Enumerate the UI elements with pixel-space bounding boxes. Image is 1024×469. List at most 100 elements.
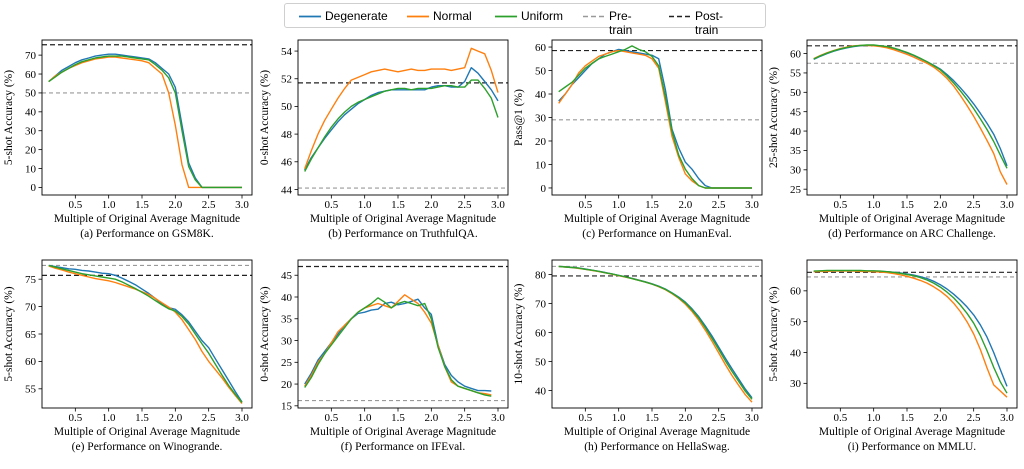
x-tick-label: 1.5 (391, 412, 405, 424)
x-tick-label: 3.0 (491, 199, 505, 211)
series-line-uniform (304, 297, 492, 397)
x-tick-label: 1.0 (102, 412, 116, 424)
x-tick-label: 0.5 (324, 199, 338, 211)
x-tick-label: 3.0 (235, 412, 249, 424)
y-tick-label: 40 (535, 385, 547, 397)
y-tick-label: 45 (281, 270, 293, 282)
x-axis-label: Multiple of Original Average Magnitude (819, 426, 1005, 438)
legend-label-pretrain: Pre-train (609, 9, 633, 37)
legend-label-degenerate: Degenerate (325, 9, 388, 23)
legend-entry-pretrain: Pre-train (583, 4, 632, 37)
x-axis-label: Multiple of Original Average Magnitude (310, 213, 496, 225)
x-tick-label: 2.0 (424, 199, 438, 211)
x-tick-label: 1.0 (612, 199, 626, 211)
series-line-degenerate (304, 66, 499, 171)
y-axis-label: Pass@1 (%) (513, 89, 525, 146)
y-axis-label: 5-shot Accuracy (%) (3, 70, 15, 165)
panel-caption: (d) Performance on ARC Challenge. (828, 228, 996, 240)
y-tick-label: 50 (535, 65, 547, 77)
y-tick-label: 35 (281, 314, 293, 326)
x-tick-label: 0.5 (578, 412, 592, 424)
y-tick-label: 25 (281, 357, 293, 369)
panel-caption: (c) Performance on HumanEval. (582, 228, 732, 240)
y-tick-label: 35 (790, 145, 802, 157)
y-tick-label: 40 (25, 107, 37, 119)
y-axis-label: 10-shot Accuracy (%) (513, 283, 525, 384)
y-tick-label: 50 (790, 87, 802, 99)
y-tick-label: 70 (25, 301, 37, 313)
y-tick-label: 65 (25, 329, 37, 341)
x-tick-label: 1.5 (135, 412, 149, 424)
chart-panel-d: 0.5 1.0 1.5 2.0 2.5 3.0 25 30 35 40 45 50 55 60 Multip… (768, 39, 1018, 240)
y-tick-label: 0 (31, 182, 37, 194)
y-tick-label: 30 (535, 112, 547, 124)
panel-caption: (e) Performance on Winogrande. (72, 441, 223, 453)
x-axis-label: Multiple of Original Average Magnitude (54, 213, 240, 225)
y-tick-label: 55 (25, 384, 37, 396)
series-line-uniform (558, 265, 753, 400)
x-tick-label: 1.5 (645, 412, 659, 424)
x-axis-label: Multiple of Original Average Magnitude (819, 213, 1005, 225)
y-tick-label: 60 (25, 69, 37, 81)
legend-swatch-pretrain (583, 15, 605, 18)
series-line-normal (48, 56, 242, 189)
y-tick-label: 30 (25, 126, 37, 138)
series-line-normal (813, 270, 1008, 398)
x-tick-label: 0.5 (68, 412, 82, 424)
x-tick-label: 1.0 (102, 199, 116, 211)
y-axis-label: 0-shot Accuracy (%) (259, 70, 271, 165)
panel-caption: (f) Performance on IFEval. (341, 441, 466, 453)
series-line-uniform (558, 45, 752, 189)
x-tick-label: 3.0 (235, 199, 249, 211)
panel-caption: (h) Performance on HellaSwag. (584, 441, 730, 453)
legend-swatch-normal (407, 15, 429, 18)
x-tick-label: 2.5 (458, 412, 472, 424)
y-tick-label: 30 (281, 335, 293, 347)
series-line-degenerate (558, 48, 752, 189)
series-line-degenerate (48, 264, 243, 403)
y-tick-label: 20 (281, 379, 293, 391)
y-tick-label: 45 (790, 106, 802, 118)
y-tick-label: 40 (281, 292, 293, 304)
legend-label-posttrain: Post-train (695, 9, 724, 37)
y-tick-label: 50 (281, 101, 293, 113)
x-tick-label: 2.0 (168, 412, 182, 424)
y-tick-label: 54 (281, 46, 293, 58)
axes-frame (41, 39, 253, 196)
series-line-uniform (813, 269, 1008, 394)
x-tick-label: 1.5 (900, 199, 914, 211)
legend-entry-posttrain: Post-train (669, 4, 723, 37)
chart-panel-b: 0.5 1.0 1.5 2.0 2.5 3.0 44 46 48 50 52 54 Multiple o… (259, 39, 509, 240)
y-tick-label: 10 (535, 159, 547, 171)
y-axis-label: 0-shot Accuracy (%) (259, 286, 271, 381)
x-axis-label: Multiple of Original Average Magnitude (564, 426, 750, 438)
y-tick-label: 60 (535, 42, 547, 54)
axes-frame (41, 259, 253, 409)
y-tick-label: 20 (25, 144, 37, 156)
y-tick-label: 60 (25, 356, 37, 368)
x-tick-label: 2.5 (967, 412, 981, 424)
legend-entry-uniform: Uniform (495, 4, 563, 29)
x-tick-label: 0.5 (833, 199, 847, 211)
x-tick-label: 3.0 (491, 412, 505, 424)
chart-panel-a: 0.5 1.0 1.5 2.0 2.5 3.0 0 10 20 30 40 50 60 70 Multipl… (3, 39, 253, 240)
y-tick-label: 48 (281, 129, 293, 141)
x-tick-label: 1.0 (867, 199, 881, 211)
series-line-uniform (48, 55, 242, 189)
series-line-uniform (304, 79, 499, 172)
y-tick-label: 0 (541, 183, 547, 195)
y-axis-label: 5-shot Accuracy (%) (768, 286, 780, 381)
series-line-normal (48, 265, 243, 405)
x-tick-label: 2.5 (202, 412, 216, 424)
x-tick-label: 1.0 (358, 199, 372, 211)
axes-frame (551, 259, 763, 409)
x-tick-label: 1.5 (391, 199, 405, 211)
y-tick-label: 30 (790, 165, 802, 177)
x-tick-label: 3.0 (745, 199, 759, 211)
series-line-degenerate (48, 53, 242, 189)
x-tick-label: 2.0 (678, 199, 692, 211)
legend-swatch-degenerate (299, 15, 321, 18)
x-tick-label: 2.0 (678, 412, 692, 424)
y-tick-label: 20 (535, 136, 547, 148)
